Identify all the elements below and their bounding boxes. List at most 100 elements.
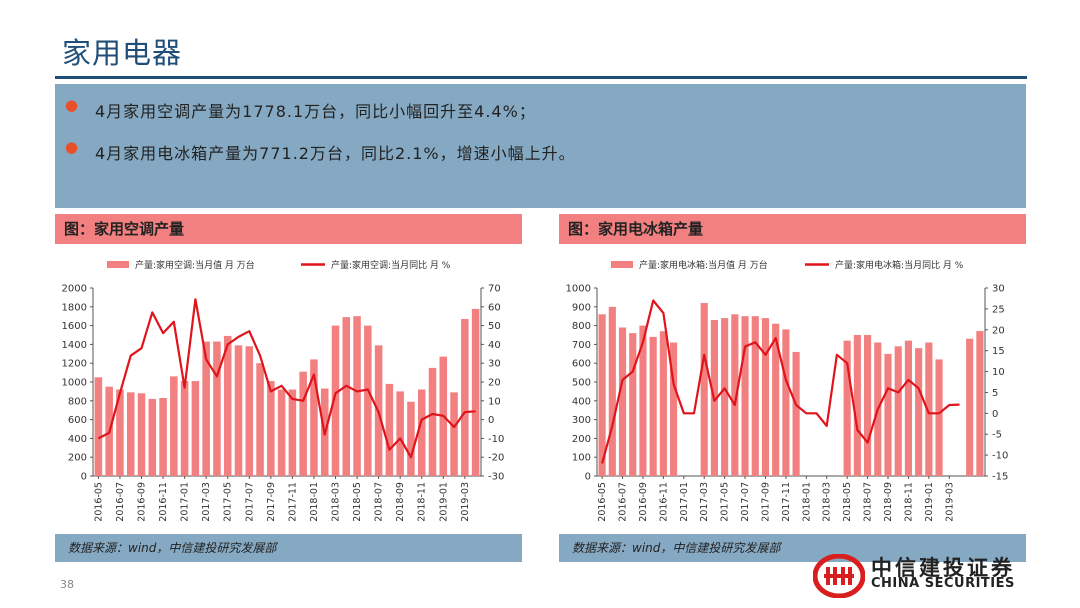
y-right-tick-label: -5 bbox=[992, 430, 1002, 441]
bar bbox=[299, 371, 307, 476]
bar bbox=[731, 314, 739, 476]
bar bbox=[159, 397, 167, 476]
y-left-tick-label: 400 bbox=[572, 396, 591, 407]
yoy-line bbox=[97, 298, 476, 459]
y-right-tick-label: 70 bbox=[488, 284, 501, 295]
bar bbox=[966, 338, 974, 476]
bar bbox=[976, 331, 984, 476]
x-tick-label: 2018-09 bbox=[883, 482, 894, 522]
y-right-tick-label: 30 bbox=[992, 284, 1005, 295]
bar bbox=[137, 393, 146, 476]
y-left-tick-label: 600 bbox=[572, 359, 591, 370]
legend-bar-label: 产量:家用空调:当月值 月 万台 bbox=[135, 259, 255, 271]
x-tick-label: 2018-03 bbox=[331, 482, 342, 522]
bar bbox=[843, 340, 851, 476]
x-tick-label: 2017-09 bbox=[760, 482, 771, 522]
bar bbox=[608, 306, 616, 476]
x-tick-label: 2017-01 bbox=[180, 482, 191, 522]
x-tick-label: 2016-05 bbox=[597, 482, 608, 522]
bar bbox=[659, 331, 667, 476]
bar bbox=[256, 363, 264, 476]
y-left-tick-label: 1400 bbox=[62, 340, 87, 351]
bar bbox=[342, 317, 351, 476]
x-tick-label: 2017-11 bbox=[781, 482, 792, 522]
bar bbox=[884, 353, 892, 476]
y-left-tick-label: 1800 bbox=[62, 302, 87, 313]
bar bbox=[407, 401, 415, 476]
title-divider bbox=[55, 76, 1027, 79]
bar bbox=[618, 327, 627, 476]
bar bbox=[471, 308, 480, 476]
x-tick-label: 2018-05 bbox=[842, 482, 853, 522]
page-number: 38 bbox=[60, 578, 74, 591]
x-tick-label: 2016-09 bbox=[137, 482, 148, 522]
y-left-tick-label: 200 bbox=[572, 434, 591, 445]
y-right-tick-label: -15 bbox=[992, 472, 1008, 483]
y-left-tick-label: 0 bbox=[585, 472, 591, 483]
y-left-tick-label: 0 bbox=[81, 472, 87, 483]
bar bbox=[629, 333, 637, 476]
bar bbox=[639, 325, 647, 476]
bar bbox=[915, 348, 923, 476]
bar bbox=[450, 392, 458, 476]
bar bbox=[741, 316, 749, 476]
bar bbox=[864, 335, 872, 476]
bar bbox=[223, 335, 232, 476]
bar bbox=[670, 342, 678, 476]
y-left-tick-label: 1600 bbox=[62, 321, 87, 332]
x-tick-label: 2018-01 bbox=[801, 482, 812, 522]
y-right-tick-label: 10 bbox=[992, 367, 1005, 378]
bullet-text: 4月家用电冰箱产量为771.2万台，同比2.1%，增速小幅上升。 bbox=[95, 144, 576, 163]
x-tick-label: 2017-07 bbox=[740, 482, 751, 522]
y-right-tick-label: 20 bbox=[488, 378, 501, 389]
x-tick-label: 2017-03 bbox=[201, 482, 212, 522]
bar bbox=[385, 383, 394, 476]
x-tick-label: 2018-03 bbox=[822, 482, 833, 522]
y-right-tick-label: 25 bbox=[992, 304, 1005, 315]
y-left-tick-label: 1200 bbox=[62, 359, 87, 370]
bar bbox=[782, 329, 790, 476]
y-right-tick-label: -30 bbox=[488, 472, 504, 483]
bullet-text: 4月家用空调产量为1778.1万台，同比小幅回升至4.4%； bbox=[95, 102, 536, 121]
y-right-tick-label: 60 bbox=[488, 302, 501, 313]
x-tick-label: 2017-05 bbox=[223, 482, 234, 522]
x-tick-label: 2018-11 bbox=[903, 482, 914, 522]
x-tick-label: 2018-09 bbox=[395, 482, 406, 522]
bar bbox=[353, 316, 361, 476]
x-tick-label: 2019-03 bbox=[944, 482, 955, 522]
bar bbox=[853, 335, 861, 476]
chart-fridge: 01002003004005006007008009001000-15-10-5… bbox=[566, 259, 1009, 522]
bar bbox=[417, 389, 426, 476]
bar bbox=[213, 341, 221, 476]
y-left-tick-label: 300 bbox=[572, 415, 591, 426]
x-tick-label: 2017-03 bbox=[699, 482, 710, 522]
y-right-tick-label: 40 bbox=[488, 340, 501, 351]
bar bbox=[364, 325, 372, 476]
y-left-tick-label: 600 bbox=[68, 415, 87, 426]
y-left-tick-label: 800 bbox=[68, 396, 87, 407]
bar bbox=[751, 316, 759, 476]
panel-title-fridge: 图：家用电冰箱产量 bbox=[559, 214, 1026, 244]
bar bbox=[288, 389, 297, 476]
y-right-tick-label: 0 bbox=[992, 409, 998, 420]
x-tick-label: 2018-01 bbox=[309, 482, 320, 522]
source-ac: 数据来源：wind，中信建投研究发展部 bbox=[55, 534, 522, 562]
logo-text-en: CHINA SECURITIES bbox=[871, 576, 1015, 591]
y-right-tick-label: 20 bbox=[992, 325, 1005, 336]
y-right-tick-label: 0 bbox=[488, 415, 494, 426]
legend-bar-swatch bbox=[107, 261, 129, 268]
y-right-tick-label: 10 bbox=[488, 396, 501, 407]
bar bbox=[191, 381, 200, 476]
y-right-tick-label: 15 bbox=[992, 346, 1005, 357]
bar bbox=[148, 398, 157, 476]
bar bbox=[428, 367, 437, 476]
bar bbox=[202, 341, 210, 476]
y-left-tick-label: 700 bbox=[572, 340, 591, 351]
x-tick-label: 2017-09 bbox=[266, 482, 277, 522]
x-tick-label: 2016-05 bbox=[93, 482, 104, 522]
legend-line-label: 产量:家用空调:当月同比 月 % bbox=[331, 259, 451, 271]
panel-title-ac: 图：家用空调产量 bbox=[55, 214, 522, 244]
bar bbox=[894, 346, 902, 476]
x-tick-label: 2017-01 bbox=[679, 482, 690, 522]
bar bbox=[772, 323, 780, 476]
